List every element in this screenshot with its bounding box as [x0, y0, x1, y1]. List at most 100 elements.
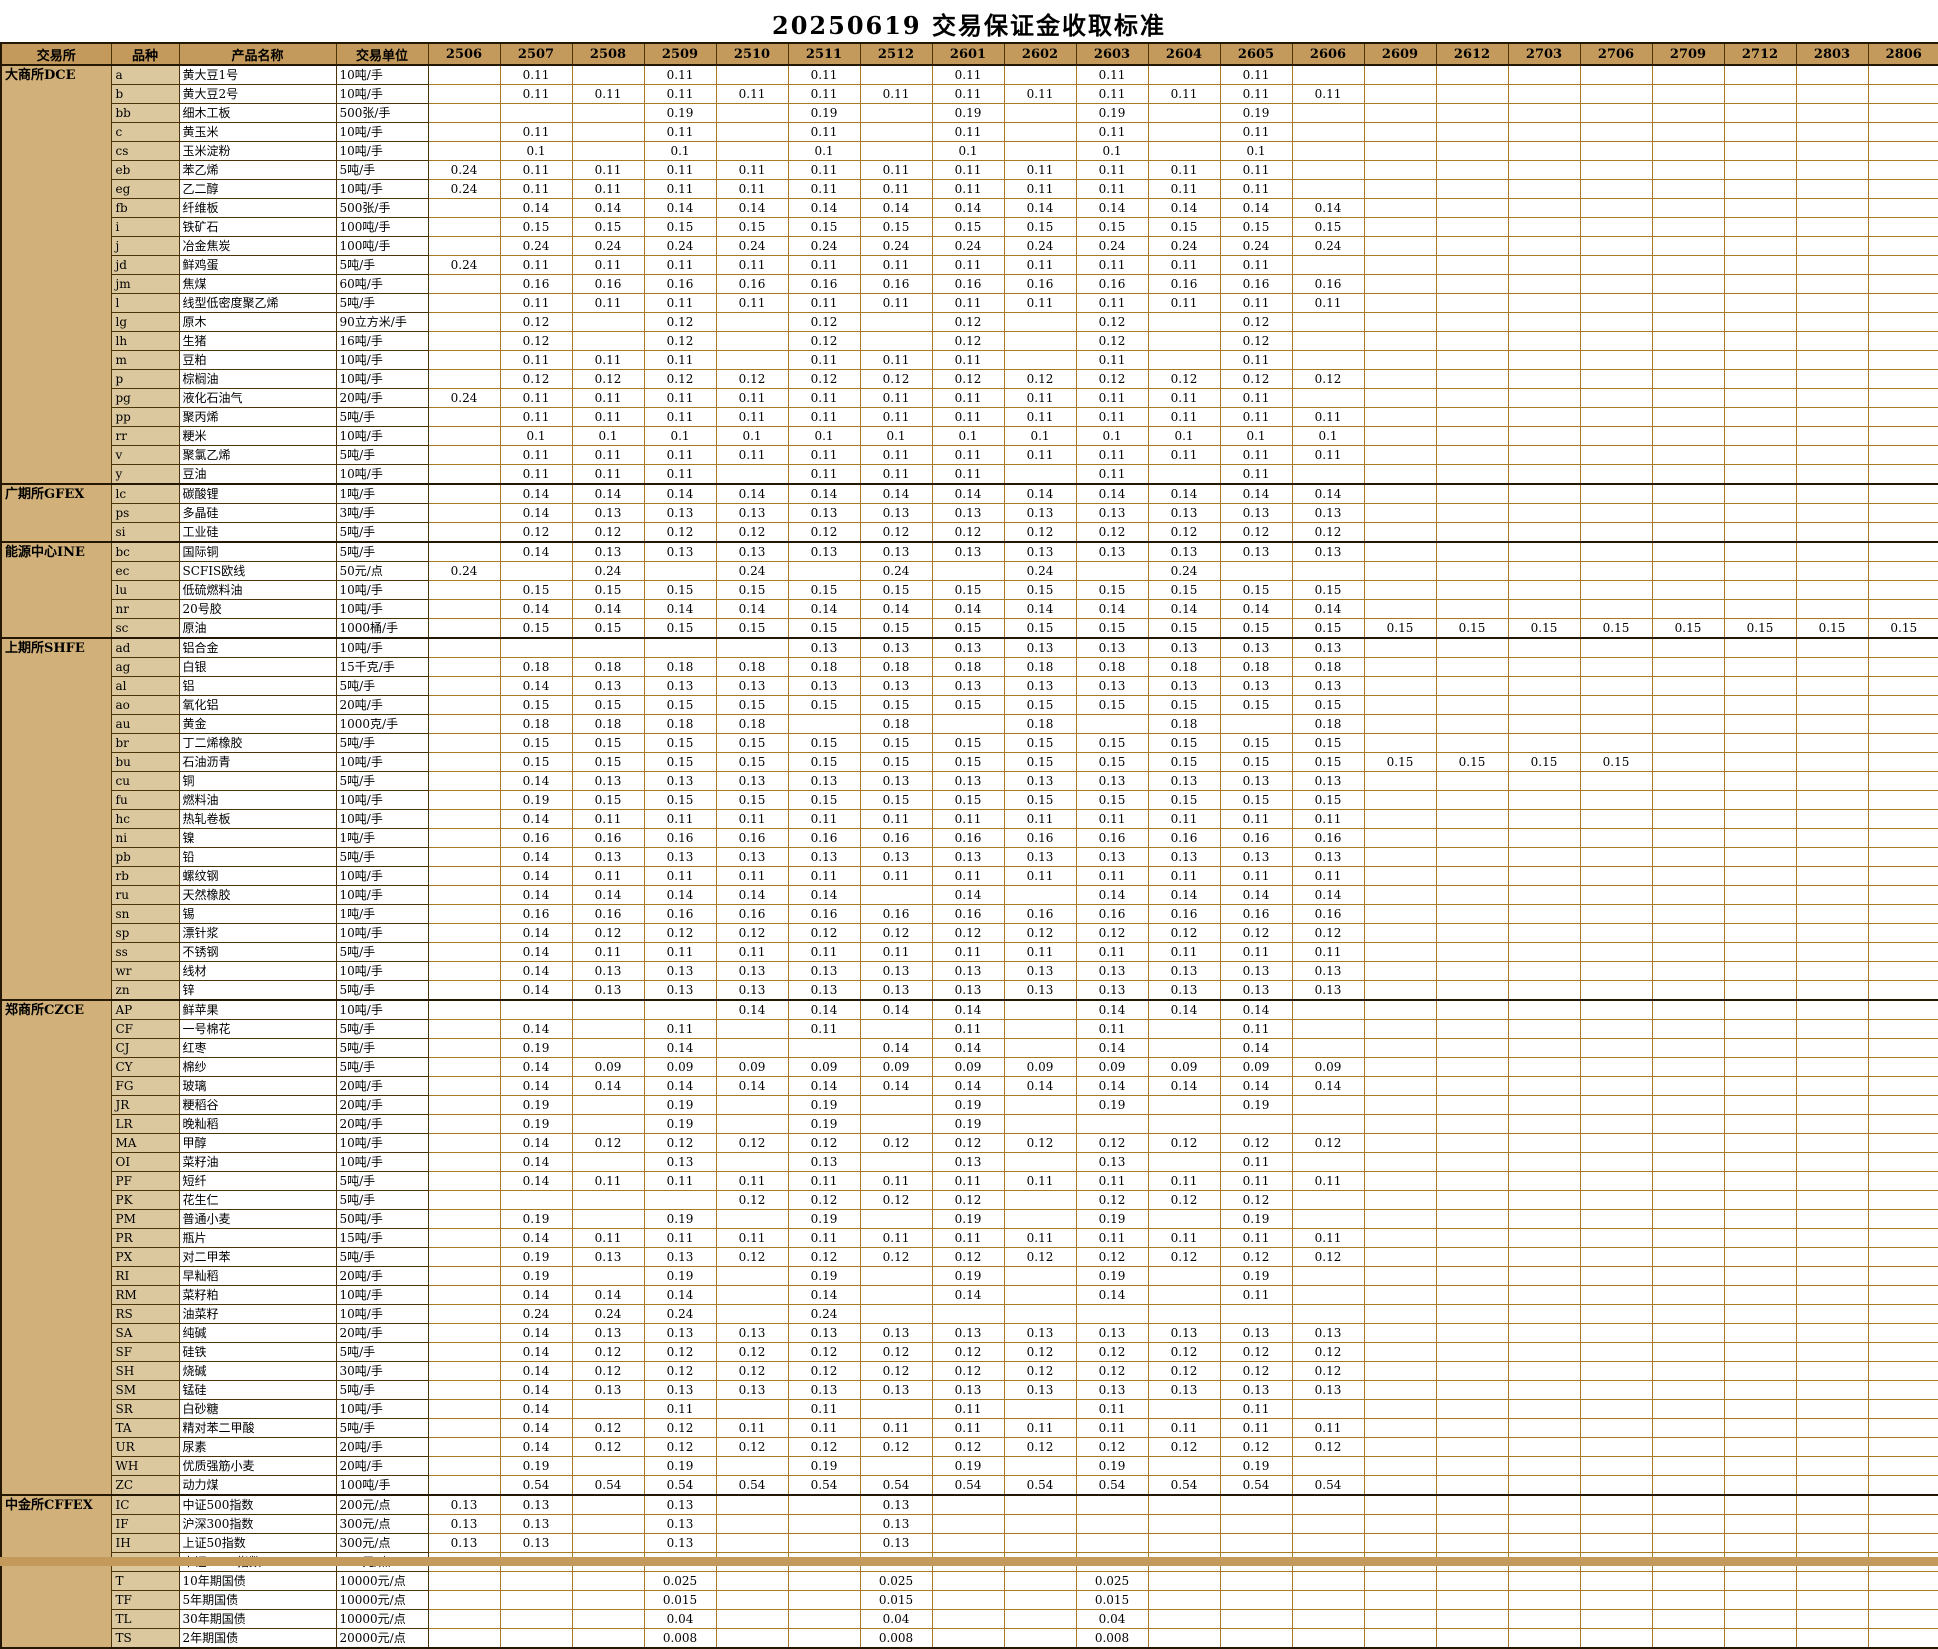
margin-cell: [1435, 828, 1509, 848]
margin-cell: 0.54: [643, 1475, 717, 1496]
margin-cell: [1507, 828, 1581, 848]
margin-cell: 0.15: [715, 790, 789, 810]
trade-unit: 10吨/手: [335, 599, 429, 619]
product-name: 一号棉花: [178, 1019, 337, 1039]
margin-cell: 0.11: [1219, 445, 1293, 465]
margin-cell: [859, 103, 933, 123]
margin-cell: [571, 312, 645, 332]
margin-cell: [1147, 103, 1221, 123]
margin-cell: [571, 331, 645, 351]
margin-cell: [1651, 676, 1725, 696]
margin-cell: [1651, 1571, 1725, 1591]
margin-cell: 0.11: [787, 866, 861, 886]
margin-cell: 0.15: [1291, 580, 1365, 600]
margin-cell: [1291, 1590, 1365, 1610]
margin-cell: 0.16: [571, 274, 645, 294]
product-code: cs: [110, 141, 180, 161]
margin-cell: [1363, 828, 1437, 848]
margin-cell: [1795, 103, 1869, 123]
margin-cell: 0.11: [859, 1171, 933, 1191]
margin-cell: 0.11: [643, 84, 717, 104]
product-name: 对二甲苯: [178, 1247, 337, 1267]
margin-cell: [1579, 561, 1653, 581]
product-code: TF: [110, 1590, 180, 1610]
margin-cell: [1363, 464, 1437, 485]
margin-cell: [1507, 733, 1581, 753]
margin-cell: 0.11: [571, 809, 645, 829]
margin-cell: 0.11: [715, 179, 789, 199]
margin-cell: [1723, 847, 1797, 867]
margin-cell: [1507, 1247, 1581, 1267]
margin-cell: [1363, 1247, 1437, 1267]
margin-cell: 0.11: [859, 407, 933, 427]
margin-cell: 0.11: [1003, 388, 1077, 408]
margin-cell: [427, 464, 501, 485]
margin-cell: [1795, 580, 1869, 600]
margin-cell: 0.15: [1291, 618, 1365, 639]
margin-cell: 0.18: [1003, 657, 1077, 677]
margin-cell: [1435, 733, 1509, 753]
margin-cell: 0.15: [859, 695, 933, 715]
margin-cell: 0.19: [931, 1456, 1005, 1476]
margin-cell: [1291, 1628, 1365, 1649]
margin-cell: [499, 1571, 573, 1591]
margin-cell: [1219, 561, 1293, 581]
margin-cell: [571, 1533, 645, 1553]
margin-cell: [427, 293, 501, 313]
margin-cell: 0.15: [1147, 618, 1221, 639]
margin-cell: 0.24: [427, 160, 501, 180]
margin-cell: [1795, 904, 1869, 924]
product-code: SM: [110, 1380, 180, 1400]
margin-cell: 0.12: [1291, 1342, 1365, 1362]
margin-cell: 0.15: [787, 790, 861, 810]
margin-cell: [1291, 312, 1365, 332]
margin-cell: [427, 1228, 501, 1248]
product-code: bc: [110, 541, 180, 562]
margin-cell: 0.11: [1147, 809, 1221, 829]
margin-cell: [1651, 942, 1725, 962]
margin-cell: 0.11: [1219, 1171, 1293, 1191]
margin-cell: [1795, 293, 1869, 313]
margin-cell: [1579, 809, 1653, 829]
margin-cell: 0.54: [931, 1475, 1005, 1496]
margin-cell: [1003, 1494, 1077, 1515]
margin-cell: 0.19: [1219, 1209, 1293, 1229]
margin-cell: [1435, 866, 1509, 886]
margin-cell: 0.12: [1219, 312, 1293, 332]
product-name: 不锈钢: [178, 942, 337, 962]
margin-cell: [1579, 1057, 1653, 1077]
trade-unit: 10吨/手: [335, 1399, 429, 1419]
trade-unit: 10吨/手: [335, 1133, 429, 1153]
column-header: 交易所: [0, 42, 112, 66]
product-name: 生猪: [178, 331, 337, 351]
margin-cell: [1795, 809, 1869, 829]
margin-cell: 0.11: [715, 1171, 789, 1191]
margin-cell: 0.14: [787, 999, 861, 1020]
margin-cell: 0.11: [787, 445, 861, 465]
margin-cell: 0.54: [715, 1475, 789, 1496]
margin-cell: 0.54: [859, 1475, 933, 1496]
margin-cell: [1003, 1399, 1077, 1419]
margin-cell: [1507, 274, 1581, 294]
margin-cell: 0.14: [787, 599, 861, 619]
margin-cell: [571, 1399, 645, 1419]
margin-cell: [1795, 369, 1869, 389]
margin-cell: 0.13: [859, 961, 933, 981]
margin-cell: 0.15: [1363, 618, 1437, 639]
margin-cell: 0.11: [931, 445, 1005, 465]
margin-cell: [1435, 274, 1509, 294]
margin-cell: 0.11: [1075, 84, 1149, 104]
margin-cell: 0.11: [931, 122, 1005, 142]
product-code: WH: [110, 1456, 180, 1476]
margin-cell: [1723, 1342, 1797, 1362]
product-name: 黄大豆2号: [178, 84, 337, 104]
margin-cell: 0.11: [643, 942, 717, 962]
margin-cell: [715, 1399, 789, 1419]
margin-cell: 0.14: [499, 885, 573, 905]
product-code: i: [110, 217, 180, 237]
margin-cell: 0.13: [787, 847, 861, 867]
margin-cell: [1579, 1076, 1653, 1096]
margin-cell: 0.15: [1723, 618, 1797, 639]
margin-cell: [1795, 1152, 1869, 1172]
margin-cell: [427, 103, 501, 123]
